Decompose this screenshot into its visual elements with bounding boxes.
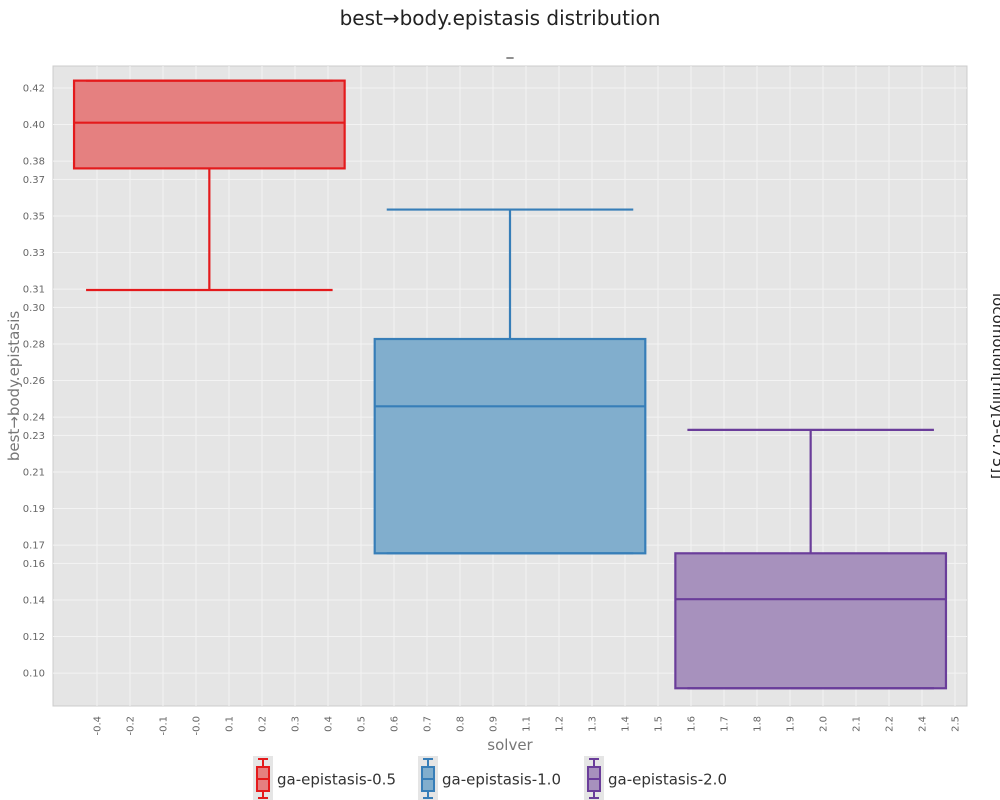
y-tick-label: 0.12 <box>23 632 45 643</box>
x-tick-label: 0.8 <box>456 716 467 732</box>
x-tick-label: 2.0 <box>819 716 830 732</box>
x-tick-label: -0.2 <box>126 716 137 736</box>
x-tick-label: 2.1 <box>852 716 863 732</box>
y-tick-label: 0.19 <box>23 504 45 515</box>
legend-item: ga-epistasis-0.5 <box>253 756 396 800</box>
facet-label: locomotion[hilly[5-0.75]] <box>989 293 1000 479</box>
x-tick-labels: -0.4 -0.2 -0.1 -0.0 0.1 0.2 0.3 0.4 0.5 0.6 0.7 0.8… <box>93 716 962 736</box>
x-tick-label: 2.5 <box>951 716 962 732</box>
x-tick-label: 2.2 <box>885 716 896 732</box>
box-iqr <box>72 79 346 170</box>
y-tick-labels: 0.10 0.12 0.14 0.16 0.17 0.19 0.21 0.23 0.24 0.26… <box>23 83 45 679</box>
y-tick-label: 0.14 <box>23 595 45 606</box>
x-tick-label: 1.1 <box>522 716 533 732</box>
x-tick-label: -0.4 <box>93 716 104 736</box>
x-tick-label: 2.4 <box>918 716 929 732</box>
y-tick-label: 0.26 <box>23 376 45 387</box>
y-tick-label: 0.23 <box>23 431 45 442</box>
x-tick-label: 1.4 <box>621 716 632 732</box>
legend: ga-epistasis-0.5 ga-epistasis-1.0 ga-epist… <box>253 756 727 800</box>
y-tick-label: 0.42 <box>23 83 45 94</box>
x-tick-label: 0.1 <box>225 716 236 732</box>
box-ga-epistasis-0.5 <box>72 79 346 292</box>
x-tick-label: 1.3 <box>588 716 599 732</box>
x-tick-label: 1.7 <box>720 716 731 732</box>
y-tick-label: 0.30 <box>23 303 45 314</box>
x-tick-label: 1.9 <box>786 716 797 732</box>
y-tick-label: 0.31 <box>23 285 45 296</box>
x-tick-label: 0.9 <box>489 716 500 732</box>
x-tick-label: -0.0 <box>192 716 203 736</box>
chart-title: best→body.epistasis distribution <box>340 6 661 30</box>
legend-item: ga-epistasis-1.0 <box>418 756 561 800</box>
box-ga-epistasis-2.0 <box>674 428 948 690</box>
y-tick-label: 0.37 <box>23 175 45 186</box>
legend-item: ga-epistasis-2.0 <box>584 756 727 800</box>
x-axis-title: solver <box>487 736 533 754</box>
x-tick-label: 0.3 <box>291 716 302 732</box>
x-tick-label: -0.1 <box>159 716 170 736</box>
y-tick-label: 0.24 <box>23 413 45 424</box>
legend-label: ga-epistasis-0.5 <box>277 771 396 789</box>
y-tick-label: 0.35 <box>23 211 45 222</box>
y-tick-label: 0.33 <box>23 248 45 259</box>
box-iqr <box>373 337 647 555</box>
x-tick-label: 0.6 <box>390 716 401 732</box>
x-tick-label: 1.2 <box>555 716 566 732</box>
legend-label: ga-epistasis-2.0 <box>608 771 727 789</box>
x-tick-label: 1.5 <box>654 716 665 732</box>
y-tick-label: 0.16 <box>23 559 45 570</box>
box-ga-epistasis-1.0 <box>373 208 647 555</box>
y-tick-label: 0.17 <box>23 541 45 552</box>
chart-subtitle: _ <box>506 43 515 59</box>
box-iqr <box>674 552 948 690</box>
x-tick-label: 1.8 <box>753 716 764 732</box>
legend-label: ga-epistasis-1.0 <box>442 771 561 789</box>
box-layer <box>72 79 948 690</box>
y-axis-title: best→body.epistasis <box>5 311 23 462</box>
x-tick-label: 0.4 <box>324 716 335 732</box>
y-tick-label: 0.40 <box>23 120 45 131</box>
y-tick-label: 0.10 <box>23 669 45 680</box>
y-tick-label: 0.28 <box>23 339 45 350</box>
x-tick-label: 0.7 <box>423 716 434 732</box>
x-tick-label: 0.2 <box>258 716 269 732</box>
x-tick-label: 0.5 <box>357 716 368 732</box>
x-tick-label: 1.6 <box>687 716 698 732</box>
y-tick-label: 0.38 <box>23 157 45 168</box>
y-tick-label: 0.21 <box>23 467 45 478</box>
